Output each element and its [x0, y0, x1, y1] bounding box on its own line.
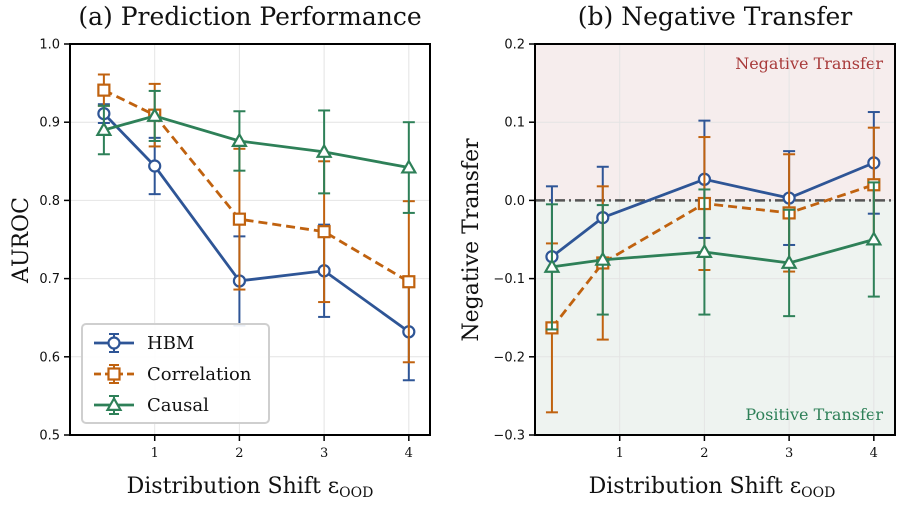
series-causal	[543, 181, 883, 331]
panel-b-ylabel: Negative Transfer	[459, 138, 484, 342]
point-causal	[696, 243, 713, 258]
region-positive-transfer	[535, 200, 895, 435]
panel-a-xlabel: Distribution Shift εOOD	[127, 474, 374, 501]
legend-label-hbm: HBM	[147, 333, 194, 354]
y-tick-label: 0.8	[39, 194, 60, 209]
point-causal	[95, 121, 113, 136]
legend-label-causal: Causal	[147, 395, 209, 416]
point-causal	[543, 258, 561, 273]
panel-a-title: (a) Prediction Performance	[78, 2, 421, 31]
x-tick-label: 3	[320, 446, 328, 461]
y-tick-label: 0.2	[504, 38, 525, 53]
y-tick-label: 0.0	[504, 194, 525, 209]
y-tick-label: −0.2	[493, 350, 525, 365]
region-label-negative-transfer: Negative Transfer	[735, 54, 883, 73]
legend-label-correlation: Correlation	[147, 364, 252, 385]
legend-box	[81, 323, 270, 424]
point-causal	[780, 254, 798, 269]
legend-marker-correlation	[107, 367, 121, 381]
point-correlation	[232, 212, 247, 226]
series-causal	[95, 89, 418, 214]
point-causal	[865, 230, 883, 246]
point-hbm	[148, 159, 162, 173]
point-causal	[594, 251, 612, 266]
y-tick-label: 0.5	[39, 429, 60, 444]
point-causal	[315, 143, 333, 158]
y-tick-label: 0.1	[504, 116, 525, 131]
legend-marker-hbm	[107, 336, 121, 350]
region-label-positive-transfer: Positive Transfer	[745, 405, 883, 424]
y-tick-label: −0.1	[493, 272, 525, 287]
point-correlation	[402, 275, 416, 289]
x-tick-label: 3	[785, 446, 793, 461]
y-tick-label: 0.7	[39, 272, 60, 287]
panel-a: (a) Prediction Performance 1 2 3 4 0.5 0.6 0.7…	[9, 2, 431, 501]
y-tick-label: −0.3	[493, 429, 525, 444]
point-causal	[146, 107, 164, 122]
x-tick-label: 1	[151, 446, 159, 461]
legend-marker-causal	[105, 396, 123, 411]
point-causal	[231, 132, 248, 147]
x-tick-label: 1	[616, 446, 624, 461]
panel-b-frame	[534, 43, 896, 436]
panel-b: (b) Negative Transfer Negative Transfer P…	[459, 2, 896, 501]
y-tick-label: 1.0	[39, 38, 60, 53]
x-tick-label: 2	[235, 446, 243, 461]
y-tick-label: 0.6	[39, 350, 60, 365]
x-tick-label: 4	[405, 446, 413, 461]
point-correlation	[97, 83, 111, 97]
point-correlation	[317, 225, 331, 239]
point-causal	[400, 158, 418, 174]
panel-b-xlabel: Distribution Shift εOOD	[589, 474, 836, 501]
y-tick-label: 0.9	[39, 116, 60, 131]
legend: HBM Correlation Causal	[81, 323, 270, 424]
x-tick-label: 2	[700, 446, 708, 461]
panel-b-title: (b) Negative Transfer	[578, 2, 852, 31]
panel-a-frame	[69, 43, 431, 436]
x-tick-label: 4	[870, 446, 878, 461]
panel-a-ylabel: AUROC	[9, 197, 34, 284]
